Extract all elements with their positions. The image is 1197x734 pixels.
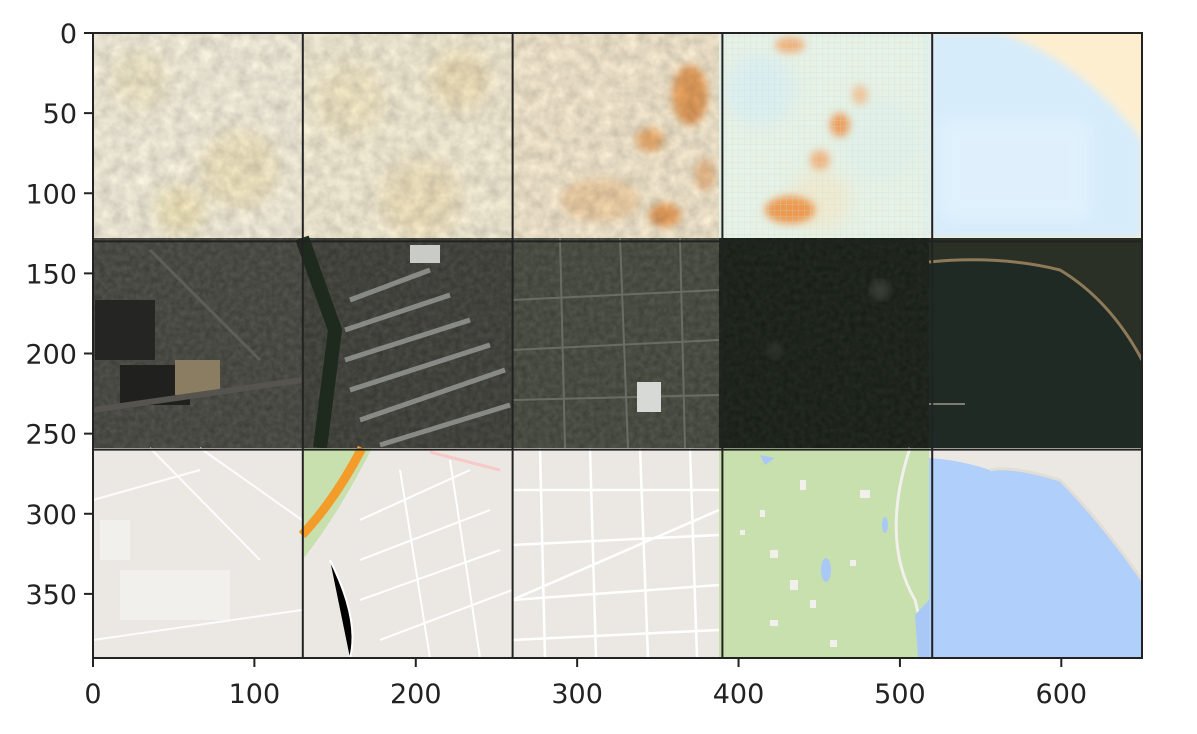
panel-r1-c4 [928, 238, 1142, 448]
panel-r2-c4 [929, 448, 1142, 658]
x-tick-label: 600 [1036, 679, 1088, 710]
x-tick-label: 0 [84, 679, 101, 710]
x-tick-label: 200 [390, 679, 442, 710]
panel-r1-c2 [511, 237, 720, 449]
panel-r2-c2 [511, 447, 720, 658]
y-tick-label: 50 [43, 99, 77, 130]
panel-r1-c0 [93, 238, 303, 448]
x-tick-label: 400 [713, 679, 765, 710]
y-axis: 0 50 100 150 200 250 300 350 [25, 19, 93, 611]
y-tick-label: 150 [25, 259, 77, 290]
panel-r0-c3 [719, 33, 929, 238]
x-tick-label: 300 [551, 679, 603, 710]
x-tick-label: 100 [229, 679, 281, 710]
axes-frame [92, 32, 1143, 659]
panel-r2-c0 [93, 447, 303, 658]
y-tick-label: 300 [25, 500, 77, 531]
panel-separators [93, 33, 1142, 658]
panel-r0-c2 [512, 33, 719, 238]
panel-r0-c0 [93, 33, 302, 238]
panel-r1-c1 [295, 235, 512, 449]
y-tick-label: 200 [25, 340, 77, 371]
y-tick-label: 100 [25, 179, 77, 210]
panel-r0-c4 [929, 33, 1142, 238]
x-tick-label: 500 [874, 679, 926, 710]
panel-r0-c1 [302, 33, 512, 240]
y-tick-label: 350 [25, 580, 77, 611]
y-tick-label: 0 [60, 19, 77, 50]
y-tick-label: 250 [25, 420, 77, 451]
panel-r1-c3 [719, 238, 929, 448]
panel-r2-c3 [719, 447, 931, 658]
x-axis: 0 100 200 300 400 500 600 [84, 658, 1087, 710]
panel-r2-c1 [298, 445, 513, 658]
